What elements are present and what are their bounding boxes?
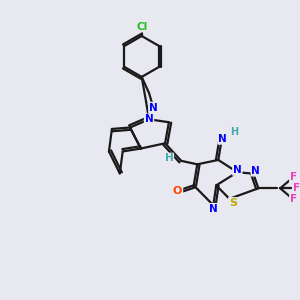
Text: N: N: [251, 166, 260, 176]
Text: N: N: [209, 204, 218, 214]
Text: H: H: [230, 128, 238, 137]
Text: F: F: [290, 172, 297, 182]
Text: F: F: [293, 183, 300, 193]
Text: N: N: [149, 103, 158, 112]
Text: N: N: [218, 134, 227, 144]
Text: H: H: [164, 154, 173, 164]
Text: Cl: Cl: [136, 22, 147, 32]
Text: F: F: [290, 194, 297, 204]
Text: O: O: [173, 186, 182, 196]
Text: N: N: [233, 165, 242, 175]
Text: N: N: [145, 114, 153, 124]
Text: S: S: [229, 198, 237, 208]
